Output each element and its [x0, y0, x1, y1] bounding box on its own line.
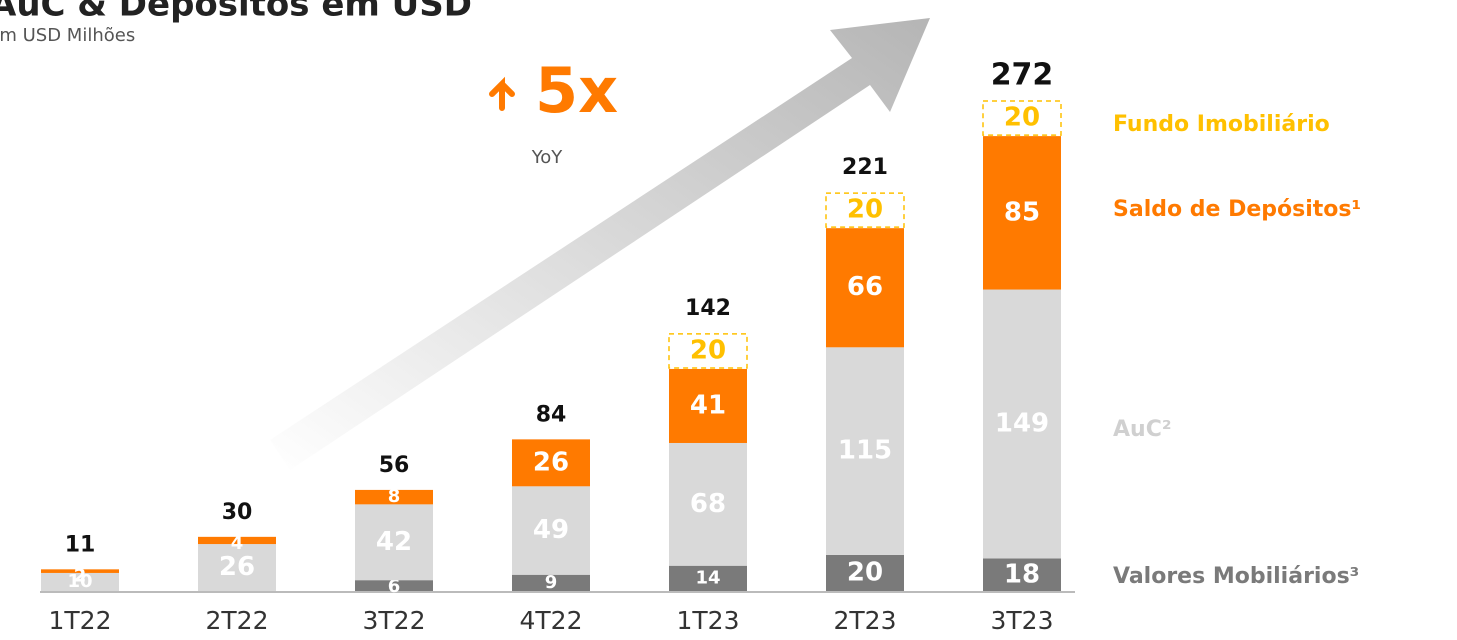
bar-segment: [983, 289, 1061, 559]
value-label: 49: [533, 515, 569, 545]
value-label: 149: [995, 409, 1049, 439]
value-label: 20: [1004, 103, 1040, 133]
bar-segment: [983, 136, 1061, 290]
bar-segment: [826, 347, 904, 555]
x-tick-label: 2T23: [834, 606, 897, 635]
value-label: 26: [219, 552, 255, 582]
bar-segment: [826, 228, 904, 348]
legend-label: AuC²: [1113, 417, 1171, 442]
value-label: 2: [74, 565, 87, 586]
chart-title: AuC & Depósitos em USD: [0, 0, 472, 25]
value-label: 41: [690, 390, 726, 420]
value-label: 8: [388, 486, 401, 507]
value-label: 68: [690, 489, 726, 519]
legend-label: Saldo de Depósitos¹: [1113, 197, 1361, 222]
bar-segment: [41, 572, 119, 591]
value-label: 14: [695, 567, 720, 588]
bar-segment: [41, 569, 119, 573]
value-label: 20: [847, 195, 883, 225]
trend-arrow: [270, 18, 930, 470]
bar-segment: [512, 486, 590, 575]
value-label: 115: [838, 436, 892, 466]
value-label: 42: [376, 527, 412, 557]
x-tick-label: 4T22: [520, 606, 583, 635]
value-label: 10: [67, 571, 92, 592]
x-tick-label: 2T22: [206, 606, 269, 635]
total-label: 11: [65, 532, 96, 557]
total-label: 84: [536, 402, 567, 427]
bar-segment: [826, 554, 904, 591]
value-label: 9: [545, 572, 558, 593]
total-label: 221: [842, 155, 888, 180]
bar-segment: [355, 580, 433, 591]
bar-segment: [669, 442, 747, 566]
bar-segment: [355, 504, 433, 581]
value-label: 18: [1004, 559, 1040, 589]
annotation: 5x: [535, 54, 618, 127]
bar-segment: [355, 489, 433, 505]
x-tick-label: 3T23: [991, 606, 1054, 635]
value-label: 20: [690, 335, 726, 365]
value-label: 20: [847, 557, 883, 587]
up-icon: [489, 76, 515, 111]
legend-label: Valores Mobiliários³: [1113, 564, 1359, 589]
value-label: 6: [388, 576, 401, 597]
bar-segment: [669, 565, 747, 591]
legend-label: Fundo Imobiliário: [1113, 112, 1330, 137]
total-label: 272: [991, 58, 1054, 93]
value-label: 66: [847, 272, 883, 302]
value-label: 85: [1004, 197, 1040, 227]
total-label: 56: [379, 453, 410, 478]
value-label: 4: [231, 533, 244, 554]
bar-segment: [198, 544, 276, 591]
bar-segment: [669, 368, 747, 443]
total-label: 30: [222, 500, 253, 525]
total-label: 142: [685, 296, 731, 321]
bar-segment: [982, 100, 1062, 136]
value-label: 26: [533, 447, 569, 477]
x-tick-label: 1T22: [49, 606, 112, 635]
bar-segment: [825, 192, 905, 228]
bar-segment: [512, 439, 590, 487]
annotation-note: YoY: [531, 147, 564, 168]
x-tick-label: 1T23: [677, 606, 740, 635]
bar-segment: [668, 333, 748, 369]
bar-segment: [512, 574, 590, 591]
bar-segment: [198, 536, 276, 545]
x-tick-label: 3T22: [363, 606, 426, 635]
bar-segment: [983, 558, 1061, 591]
chart-subtitle: Em USD Milhões: [0, 25, 135, 46]
